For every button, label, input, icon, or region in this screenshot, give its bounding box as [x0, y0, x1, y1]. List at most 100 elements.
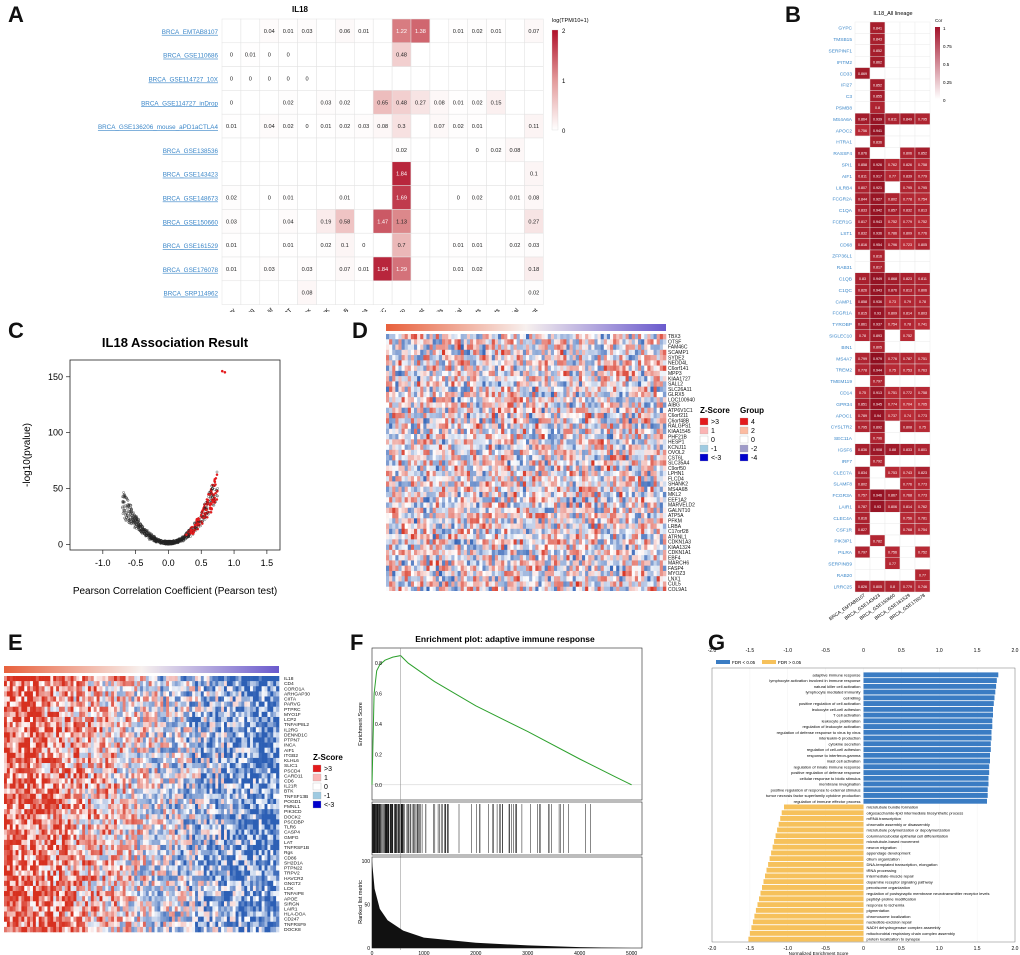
expression-heatmap-cell — [597, 476, 601, 482]
expression-heatmap-cell — [631, 434, 636, 440]
expression-heatmap-cell — [473, 507, 477, 514]
heatmap-b-value: 0.841 — [873, 26, 882, 30]
scatter-c-chart: IL18 Association Result-1.0 -0.5 0.0 0.5 1.0… — [22, 335, 281, 597]
expression-heatmap-cell — [578, 439, 583, 445]
expression-heatmap-cell — [656, 513, 661, 519]
expression-heatmap-cell — [392, 513, 396, 519]
expression-heatmap-cell — [454, 360, 458, 366]
expression-heatmap-cell — [395, 481, 399, 487]
expression-heatmap-cell — [470, 423, 474, 430]
scatter-c-point — [151, 537, 154, 540]
expression-heatmap-cell — [392, 360, 396, 366]
expression-heatmap-cell — [560, 423, 564, 430]
expression-heatmap-cell — [557, 491, 561, 498]
expression-heatmap-cell — [451, 518, 455, 524]
expression-heatmap-cell — [389, 455, 393, 461]
expression-heatmap-cell — [398, 412, 402, 419]
expression-heatmap-cell — [631, 486, 636, 493]
expression-heatmap-cell — [448, 386, 452, 393]
expression-heatmap-cell — [572, 344, 577, 351]
expression-heatmap-cell — [460, 412, 465, 419]
expression-heatmap-cell — [613, 339, 617, 345]
expression-heatmap-cell — [482, 402, 486, 409]
heatmap-b-row-label: GYPC — [838, 26, 852, 32]
heatmap-b-value: 0.743 — [903, 471, 912, 475]
expression-heatmap-cell — [457, 481, 461, 487]
expression-heatmap-cell — [414, 376, 418, 382]
expression-heatmap-cell — [392, 491, 396, 498]
heatmap-b-value: 0.949 — [873, 277, 882, 281]
heatmap-a-cell — [372, 137, 393, 163]
expression-heatmap-cell — [395, 386, 399, 393]
expression-heatmap-cell — [616, 507, 620, 514]
expression-heatmap-cell — [653, 460, 657, 466]
heatmap-b-cell — [899, 135, 916, 148]
expression-heatmap-cell — [451, 476, 455, 482]
heatmap-b-value: 0.858 — [858, 163, 867, 167]
expression-heatmap-cell — [438, 381, 443, 387]
expression-heatmap-cell — [491, 502, 496, 509]
expression-heatmap-cell — [653, 360, 657, 366]
heatmap-b-value: 0.77 — [919, 574, 926, 578]
expression-heatmap-cell — [516, 444, 521, 451]
expression-heatmap-cell — [588, 349, 592, 356]
expression-heatmap-cell — [535, 423, 539, 430]
expression-heatmap-cell — [563, 439, 567, 445]
expression-heatmap-cell — [410, 423, 415, 430]
expression-heatmap-cell — [659, 507, 664, 514]
heatmap-b-cell — [854, 33, 871, 46]
expression-heatmap-cell — [588, 334, 592, 340]
expression-heatmap-cell — [659, 439, 664, 445]
expression-heatmap-cell — [476, 376, 480, 382]
expression-heatmap-cell — [532, 397, 536, 403]
expression-heatmap-cell — [482, 344, 486, 351]
expression-heatmap-cell — [560, 434, 564, 440]
expression-heatmap-cell — [494, 449, 499, 456]
expression-heatmap-cell — [538, 481, 542, 487]
heatmap-b-cell — [854, 455, 871, 467]
heatmap-a-cell — [429, 256, 450, 282]
expression-heatmap-cell — [532, 370, 536, 377]
expression-heatmap-cell — [442, 365, 446, 372]
expression-heatmap-cell — [432, 502, 437, 509]
expression-heatmap-cell — [457, 397, 461, 403]
expression-heatmap-cell — [526, 391, 530, 398]
expression-heatmap-cell — [560, 470, 564, 477]
heatmap-b-value: 0.941 — [873, 129, 882, 133]
expression-heatmap-cell — [466, 507, 471, 514]
expression-heatmap-cell — [526, 386, 530, 393]
expression-heatmap-cell — [398, 418, 402, 424]
expression-heatmap-cell — [386, 497, 390, 503]
heatmap-b-value: 0.851 — [858, 403, 867, 407]
expression-heatmap-cell — [420, 486, 424, 493]
expression-heatmap-cell — [653, 434, 657, 440]
expression-heatmap-cell — [407, 460, 412, 466]
scatter-c-point — [184, 537, 187, 541]
expression-heatmap-cell — [451, 376, 455, 382]
expression-heatmap-cell — [429, 334, 433, 340]
scatter-c-point — [185, 533, 188, 536]
expression-heatmap-cell — [550, 455, 555, 461]
heatmap-b-cell — [914, 56, 931, 68]
expression-heatmap-cell — [501, 402, 505, 409]
heatmap-b-value: 0.811 — [858, 175, 867, 179]
scatter-c-point — [214, 500, 217, 504]
expression-heatmap-cell — [417, 460, 421, 466]
heatmap-a-cell — [278, 161, 298, 186]
expression-heatmap-cell — [432, 470, 437, 477]
expression-heatmap-cell — [547, 386, 552, 393]
expression-heatmap-cell — [414, 386, 418, 393]
expression-heatmap-cell — [572, 449, 577, 456]
expression-heatmap-cell — [417, 513, 421, 519]
expression-heatmap-gene-label: SLC26A11 — [668, 387, 692, 393]
expression-heatmap-cell — [395, 391, 399, 398]
expression-heatmap-cell — [647, 444, 651, 451]
expression-heatmap-cell — [438, 491, 443, 498]
expression-heatmap-cell — [569, 518, 573, 524]
expression-heatmap-cell — [529, 449, 533, 456]
expression-heatmap-cell — [494, 376, 499, 382]
expression-heatmap-cell — [610, 397, 614, 403]
expression-heatmap-cell — [501, 360, 505, 366]
expression-heatmap-cell — [407, 407, 412, 414]
heatmap-b-row-label: ZFP36L1 — [832, 254, 852, 260]
